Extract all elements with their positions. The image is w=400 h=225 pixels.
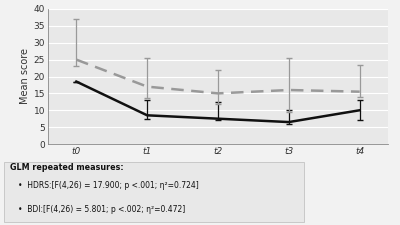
- Legend: HDRS, BDI: HDRS, BDI: [166, 178, 270, 194]
- Text: GLM repeated measures:: GLM repeated measures:: [10, 163, 124, 172]
- FancyBboxPatch shape: [4, 162, 304, 222]
- Y-axis label: Mean score: Mean score: [20, 49, 30, 104]
- Text: •  BDI:[F(4,26) = 5.801; p <.002; η²=0.472]: • BDI:[F(4,26) = 5.801; p <.002; η²=0.47…: [18, 205, 185, 214]
- Text: •  HDRS:[F(4,26) = 17.900; p <.001; η²=0.724]: • HDRS:[F(4,26) = 17.900; p <.001; η²=0.…: [18, 181, 199, 190]
